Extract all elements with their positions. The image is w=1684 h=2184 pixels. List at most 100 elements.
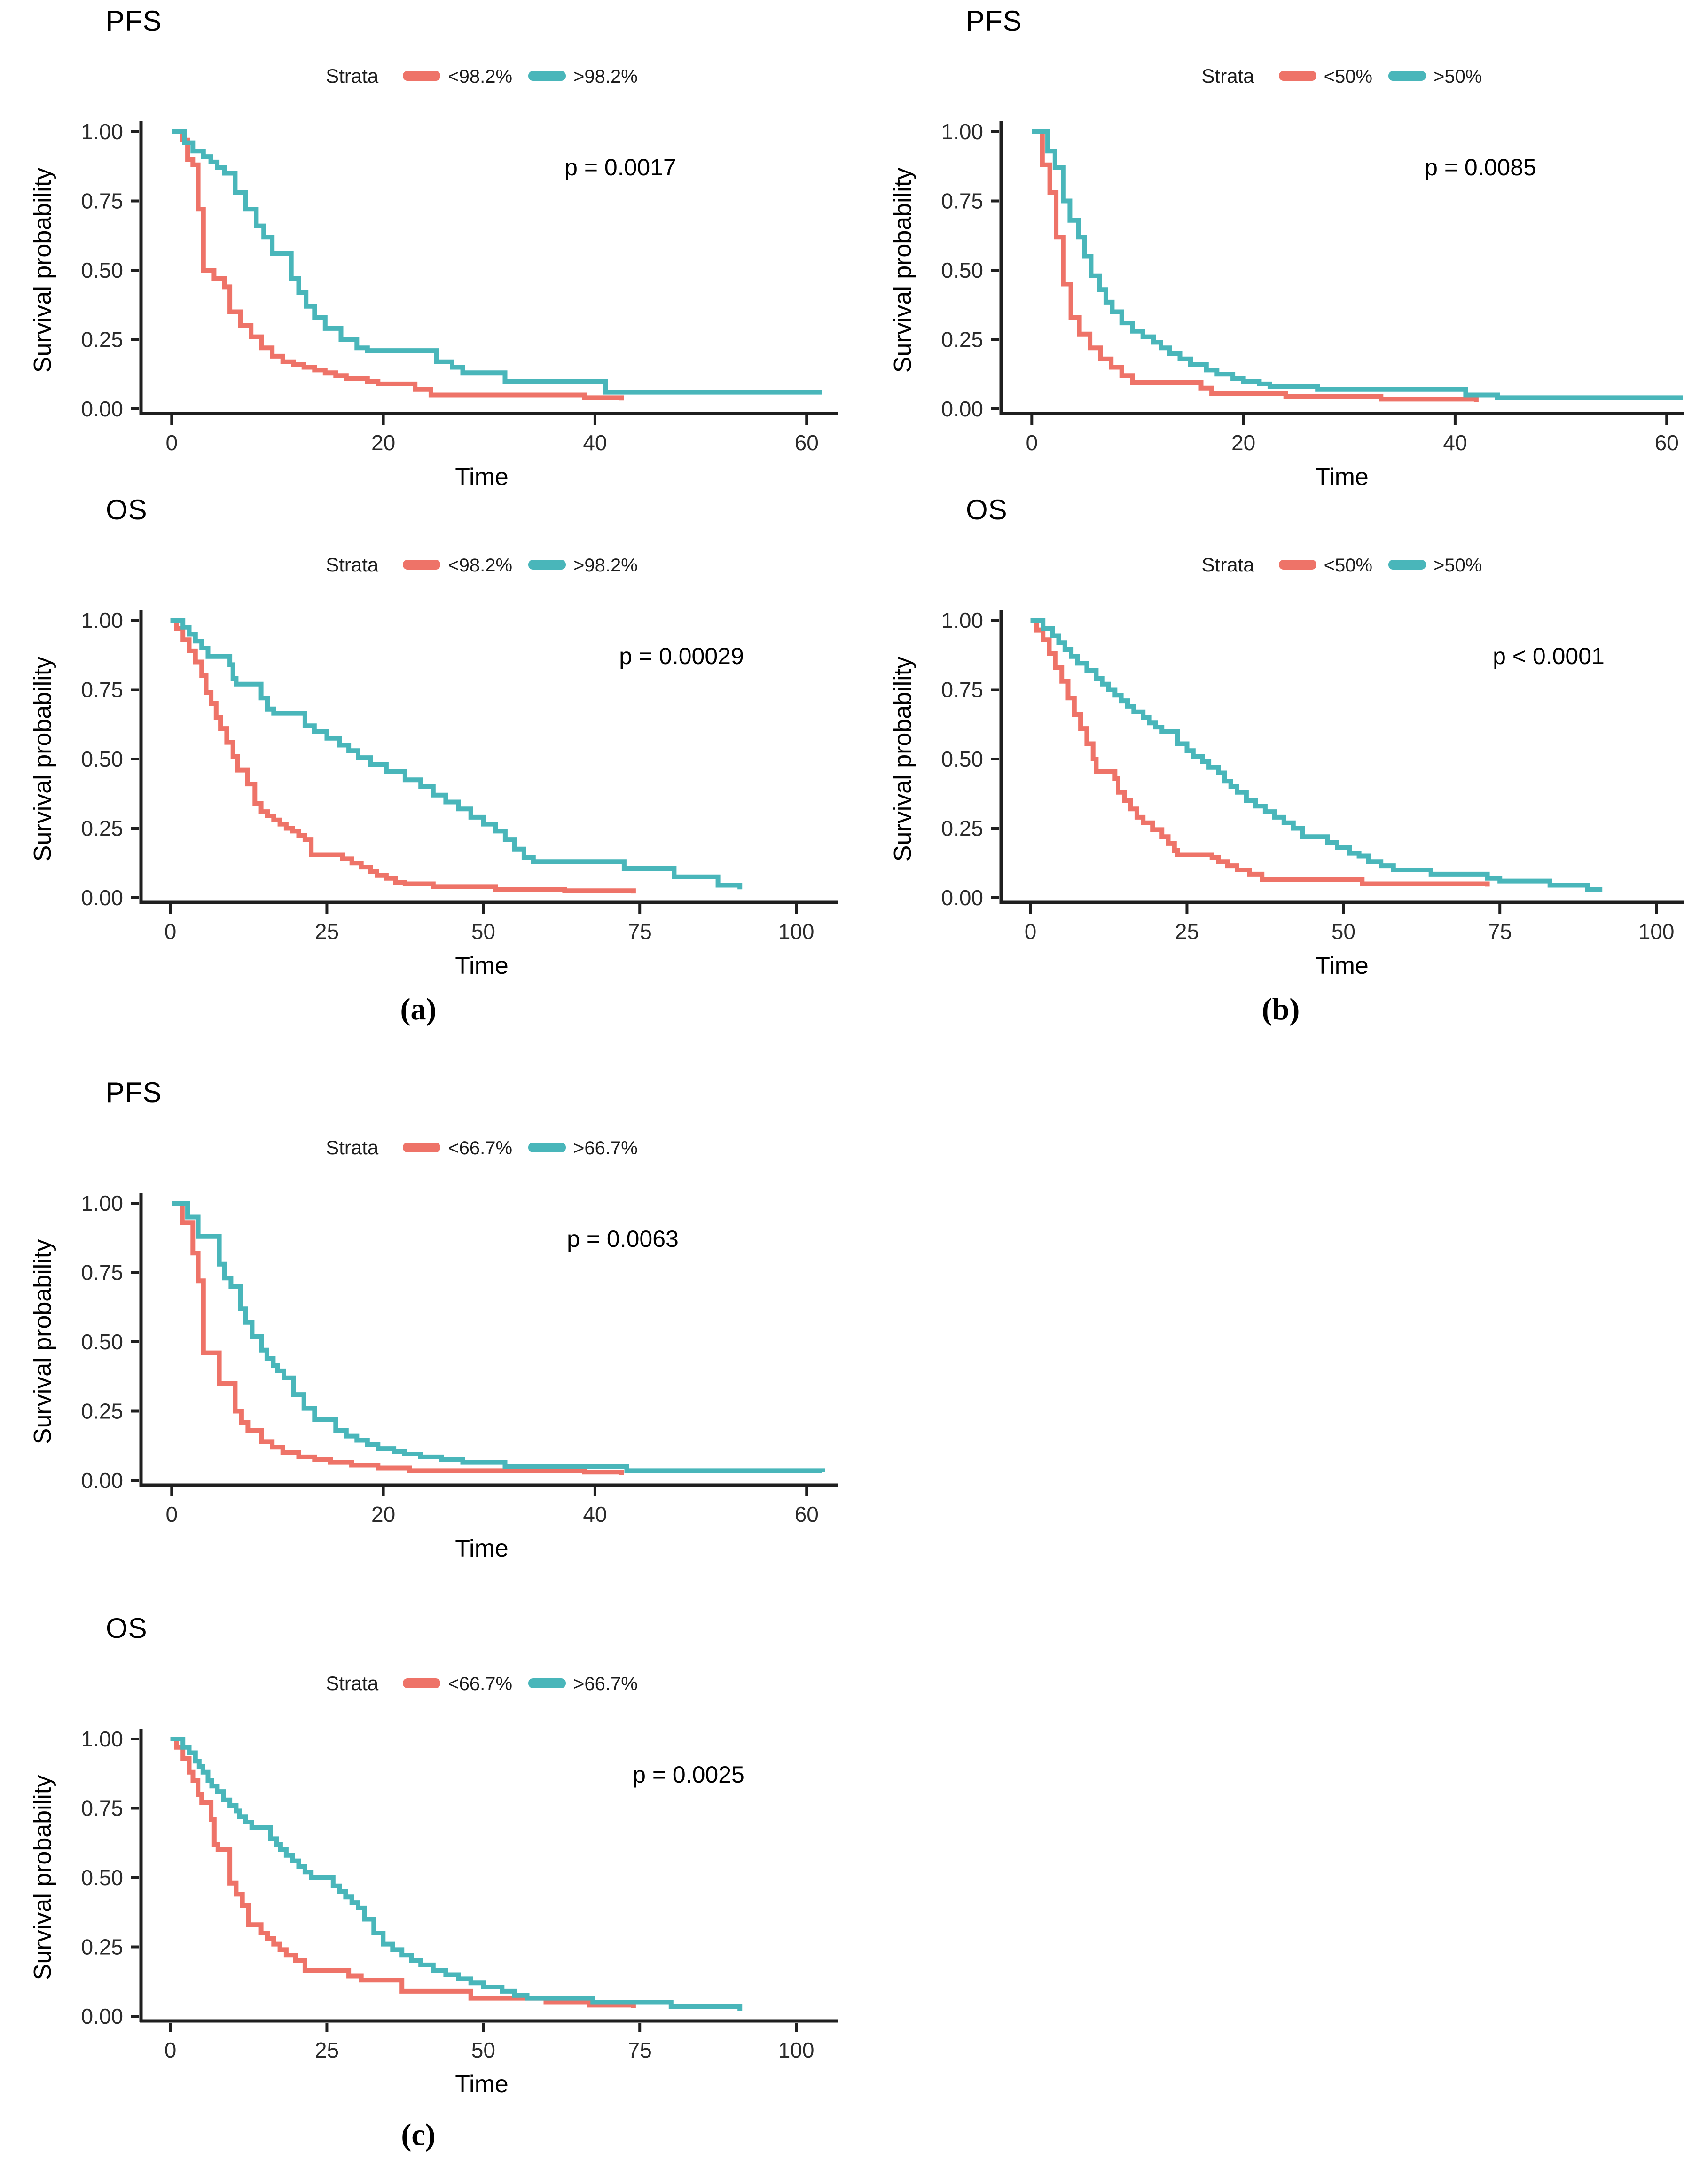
x-axis-title: Time <box>1315 952 1369 979</box>
y-tick-label: 0.00 <box>941 885 983 910</box>
y-tick-label: 0.75 <box>81 1796 123 1821</box>
x-tick-label: 20 <box>371 1502 395 1526</box>
legend-entry: >98.2% <box>512 65 638 87</box>
y-tick-label: 0.25 <box>81 1399 123 1424</box>
y-tick-label: 0.00 <box>81 397 123 421</box>
legend: Strata <98.2% >98.2% <box>141 65 822 87</box>
x-tick-label: 50 <box>471 2038 495 2062</box>
y-tick-label: 0.50 <box>941 258 983 282</box>
p-value-label: p = 0.0063 <box>567 1226 679 1252</box>
legend-entry: >66.7% <box>512 1673 638 1694</box>
y-tick-label: 0.25 <box>941 328 983 352</box>
legend-entry: >50% <box>1372 65 1482 87</box>
panel-title: OS <box>106 1613 148 1644</box>
y-tick-label: 0.75 <box>81 1260 123 1285</box>
panel-pfs-c: PFS Strata <66.7% >66.7% 1.00 0.75 0.50 0.25 0… <box>23 1076 841 1579</box>
legend-label: >98.2% <box>573 555 638 576</box>
km-plot: 1.00 0.75 0.50 0.25 0.00 0 20 40 60 Survival prob… <box>29 1191 838 1562</box>
legend-title: Strata <box>326 65 379 87</box>
x-tick-label: 60 <box>795 1502 819 1526</box>
x-tick-label: 60 <box>795 431 819 455</box>
km-curve-teal <box>172 129 822 395</box>
legend-title: Strata <box>1201 65 1254 87</box>
x-axis-title: Time <box>455 463 509 491</box>
legend-title: Strata <box>326 1136 379 1159</box>
x-tick-label: 25 <box>315 2038 339 2062</box>
km-curve-red <box>172 1201 624 1475</box>
x-tick-label: 40 <box>583 431 607 455</box>
teal-line-swatch-icon <box>528 1678 566 1688</box>
panel-pfs-b: PFS Strata <50% >50% 1.00 0.75 0.50 0.25 0.00 0… <box>884 5 1684 508</box>
x-tick-label: 75 <box>628 919 652 944</box>
x-tick-label: 40 <box>583 1502 607 1526</box>
x-axis-title: Time <box>455 2071 509 2098</box>
y-tick-label: 0.75 <box>81 678 123 702</box>
km-curve-teal <box>172 1201 825 1473</box>
y-tick-label: 0.75 <box>81 189 123 213</box>
legend-label: >66.7% <box>573 1673 638 1694</box>
km-plot: 1.00 0.75 0.50 0.25 0.00 0 25 50 75 100 Survival p… <box>29 1727 838 2098</box>
km-curve-red <box>170 1737 636 2008</box>
legend-label: >50% <box>1433 66 1482 87</box>
y-tick-label: 0.00 <box>81 885 123 910</box>
km-curve-red <box>1030 618 1490 887</box>
legend-entry: <66.7% <box>387 1673 512 1694</box>
y-tick-label: 0.25 <box>81 816 123 841</box>
figure-label-b: (b) <box>1261 992 1300 1026</box>
legend-entry: >50% <box>1372 554 1482 576</box>
red-line-swatch-icon <box>1278 559 1316 570</box>
y-tick-label: 1.00 <box>81 1191 123 1215</box>
legend-label: >98.2% <box>573 66 638 87</box>
panel-title: PFS <box>106 5 162 37</box>
y-tick-label: 0.50 <box>81 258 123 282</box>
panel-title: PFS <box>966 5 1022 37</box>
km-curve-teal <box>1032 129 1683 400</box>
legend: Strata <66.7% >66.7% <box>141 1136 822 1159</box>
y-axis-title: Survival probability <box>889 168 916 373</box>
y-tick-label: 0.25 <box>81 1935 123 1959</box>
legend-label: <50% <box>1324 555 1373 576</box>
x-tick-label: 100 <box>1638 919 1675 944</box>
x-tick-label: 0 <box>1025 919 1037 944</box>
teal-line-swatch-icon <box>528 70 566 81</box>
y-tick-label: 0.00 <box>81 2004 123 2028</box>
y-tick-label: 0.50 <box>81 1330 123 1354</box>
legend-entry: >98.2% <box>512 554 638 576</box>
km-curve-red <box>172 129 624 401</box>
x-tick-label: 40 <box>1443 431 1467 455</box>
red-line-swatch-icon <box>403 1678 441 1688</box>
x-tick-label: 50 <box>1332 919 1355 944</box>
x-tick-label: 100 <box>778 919 815 944</box>
x-tick-label: 0 <box>165 1502 178 1526</box>
panel-title: OS <box>106 494 148 525</box>
y-tick-label: 0.25 <box>941 816 983 841</box>
km-plot: 1.00 0.75 0.50 0.25 0.00 0 25 50 75 100 Survival p… <box>889 609 1684 979</box>
x-axis-title: Time <box>1315 463 1369 491</box>
teal-line-swatch-icon <box>528 1142 566 1152</box>
km-curve-teal <box>170 1737 743 2011</box>
y-axis-title: Survival probability <box>29 1775 56 1980</box>
panel-title: OS <box>966 494 1008 525</box>
y-axis-title: Survival probability <box>29 657 56 861</box>
figure-label-a: (a) <box>400 992 437 1026</box>
y-axis-title: Survival probability <box>889 657 916 861</box>
legend-title: Strata <box>326 554 379 576</box>
x-tick-label: 25 <box>1175 919 1199 944</box>
p-value-label: p = 0.0017 <box>564 154 676 180</box>
teal-line-swatch-icon <box>1388 70 1426 81</box>
x-tick-label: 75 <box>628 2038 652 2062</box>
x-tick-label: 0 <box>164 2038 177 2062</box>
legend: Strata <50% >50% <box>1001 65 1683 87</box>
km-curve-red <box>170 618 636 894</box>
y-tick-label: 1.00 <box>941 120 983 144</box>
legend-title: Strata <box>1201 554 1254 576</box>
km-curve-teal <box>170 618 743 890</box>
legend-label: >50% <box>1433 555 1482 576</box>
panel-title: PFS <box>106 1077 162 1108</box>
red-line-swatch-icon <box>403 70 441 81</box>
legend-entry: <50% <box>1263 65 1373 87</box>
legend-label: <50% <box>1324 66 1373 87</box>
y-tick-label: 1.00 <box>81 120 123 144</box>
legend-entry: >66.7% <box>512 1137 638 1159</box>
